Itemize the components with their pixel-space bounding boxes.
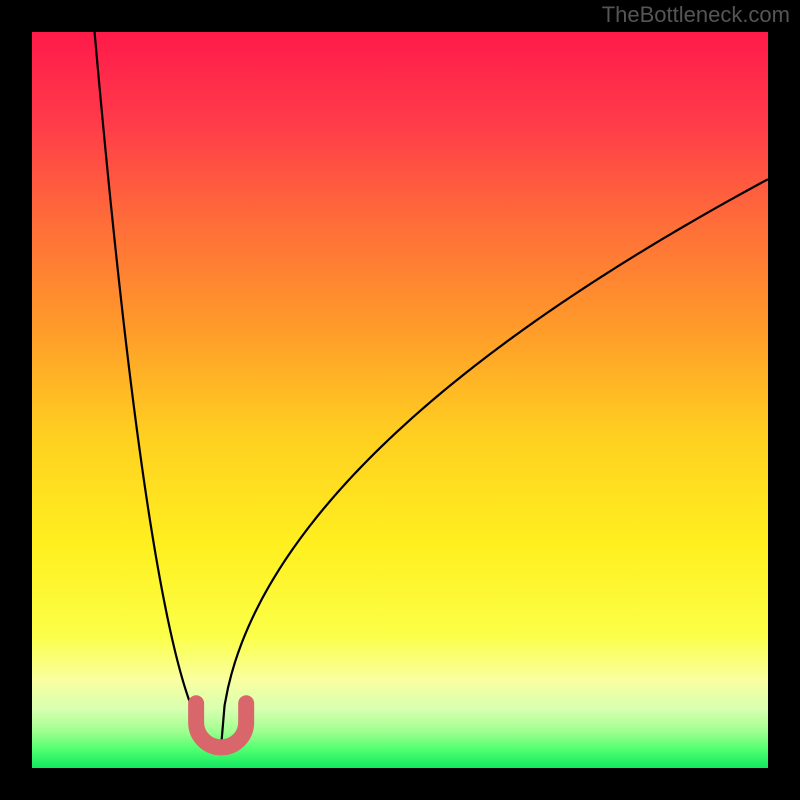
plot-area [32, 32, 768, 768]
watermark-text: TheBottleneck.com [602, 2, 790, 28]
chart-container: TheBottleneck.com [0, 0, 800, 800]
gradient-background [32, 32, 768, 768]
plot-svg [32, 32, 768, 768]
